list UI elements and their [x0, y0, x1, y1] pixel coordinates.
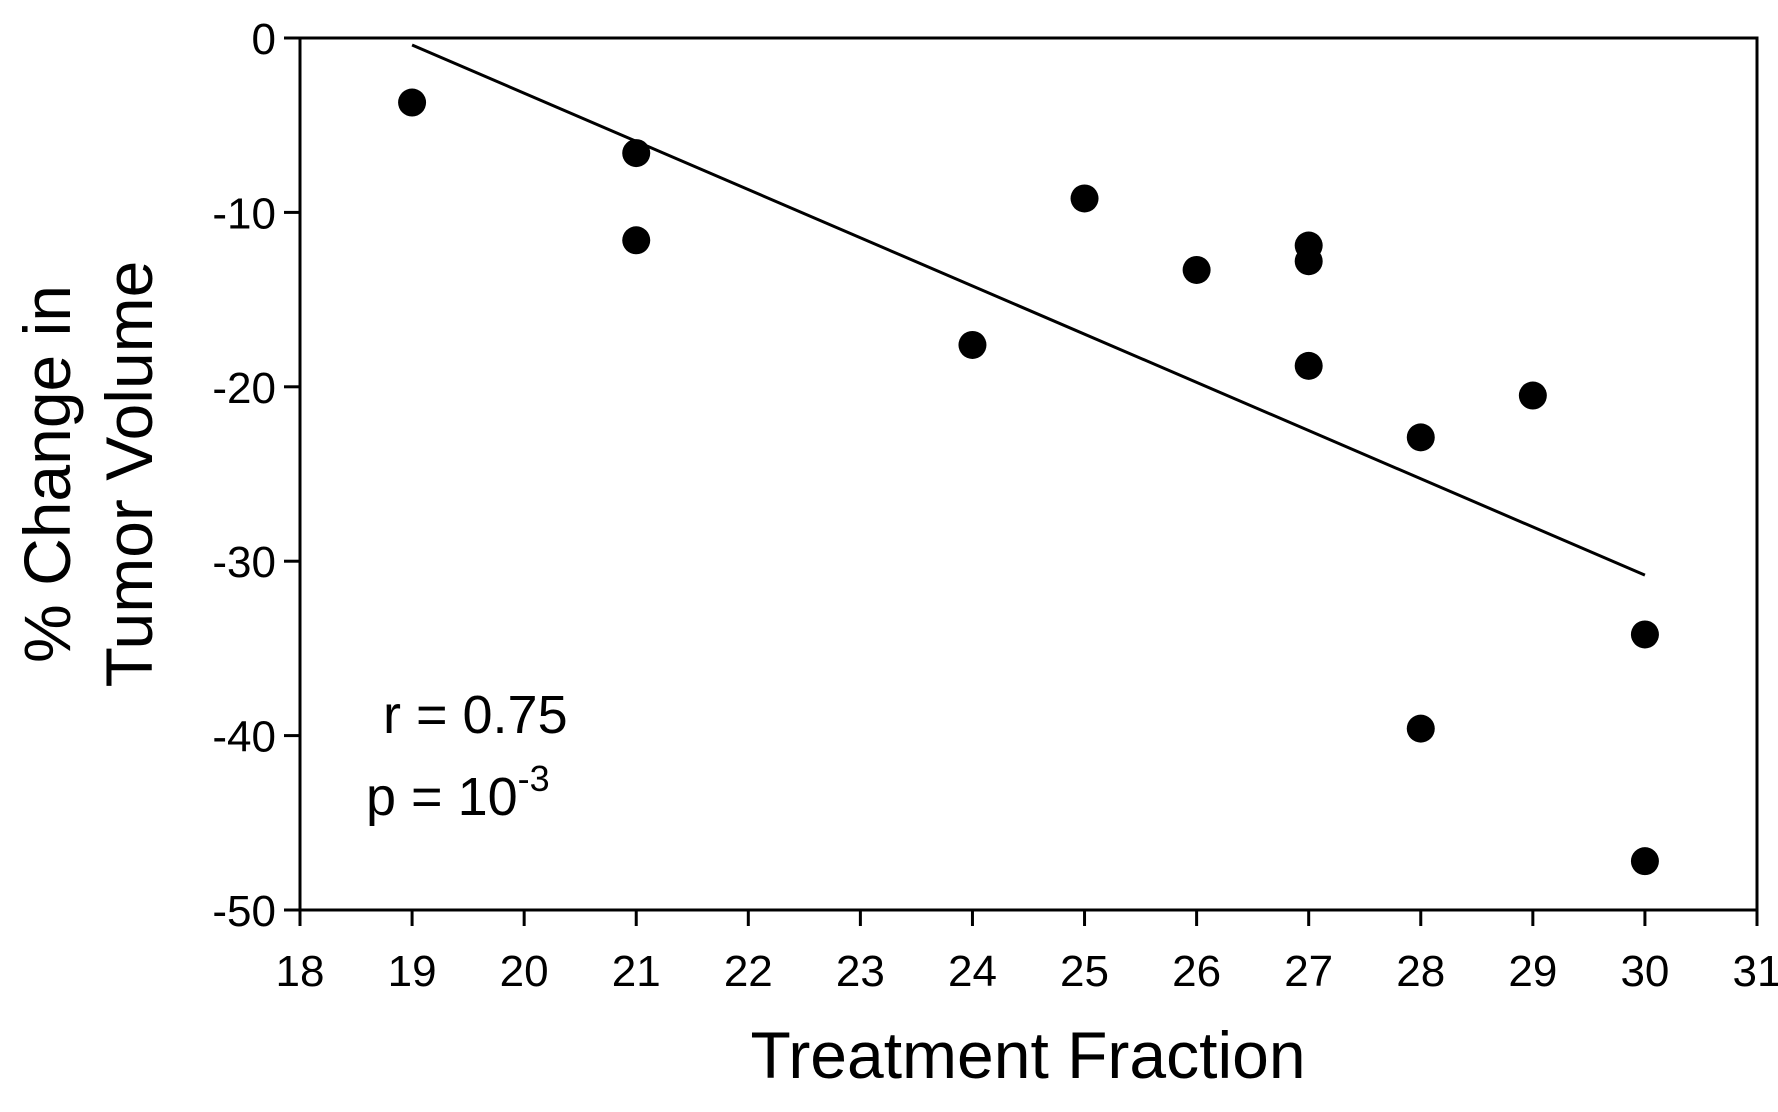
x-tick-label: 23	[836, 947, 885, 996]
data-point	[1406, 714, 1435, 743]
trendline-group	[411, 43, 1646, 577]
correlation-annotation: r = 0.75	[383, 685, 568, 745]
y-axis-title-line-2: Tumor Volume	[92, 261, 166, 688]
data-point	[1182, 255, 1211, 284]
regression-line	[411, 43, 1646, 577]
data-point	[1294, 351, 1323, 380]
data-point	[1406, 423, 1435, 452]
data-point	[622, 226, 651, 255]
x-tick-label: 21	[612, 947, 661, 996]
x-tick-label: 19	[388, 947, 437, 996]
x-axis-title: Treatment Fraction	[750, 1018, 1305, 1092]
y-axis-title: % Change in Tumor Volume	[10, 261, 166, 688]
x-tick-label: 27	[1284, 947, 1333, 996]
x-tick-label: 22	[724, 947, 773, 996]
x-tick-label: 24	[948, 947, 997, 996]
x-tick-label: 30	[1620, 947, 1669, 996]
y-tick-label: -30	[212, 538, 276, 587]
plot-area-border	[298, 36, 1759, 912]
x-tick-label: 26	[1172, 947, 1221, 996]
p-value-base: p = 10	[366, 767, 518, 827]
y-axis-title-line-1: % Change in	[10, 285, 84, 663]
y-tick-label: -10	[212, 189, 276, 238]
x-tick-label: 20	[500, 947, 549, 996]
x-tick-label: 31	[1733, 947, 1778, 996]
x-tick-label: 29	[1508, 947, 1557, 996]
plot-frame	[298, 36, 1759, 912]
y-axis-ticks: 0 -10 -20 -30 -40 -50	[212, 15, 300, 936]
x-tick-label: 18	[276, 947, 325, 996]
data-point	[1518, 381, 1547, 410]
y-tick-label: -50	[212, 887, 276, 936]
data-points	[398, 88, 1659, 876]
y-tick-label: -20	[212, 364, 276, 413]
x-tick-label: 28	[1396, 947, 1445, 996]
data-point	[622, 139, 651, 168]
x-axis-ticks: 18 19 20 21 22 23 24 25 26 27 28 29 30 31	[276, 910, 1778, 996]
data-point	[398, 88, 427, 117]
y-tick-label: -40	[212, 713, 276, 762]
x-tick-label: 25	[1060, 947, 1109, 996]
data-point	[1630, 847, 1659, 876]
data-point	[1070, 184, 1099, 213]
y-tick-label: 0	[252, 15, 276, 64]
p-value-exponent: -3	[518, 758, 550, 799]
data-point	[1630, 620, 1659, 649]
data-point	[958, 330, 987, 359]
p-value-annotation: p = 10-3	[366, 758, 550, 827]
data-point	[1294, 247, 1323, 276]
